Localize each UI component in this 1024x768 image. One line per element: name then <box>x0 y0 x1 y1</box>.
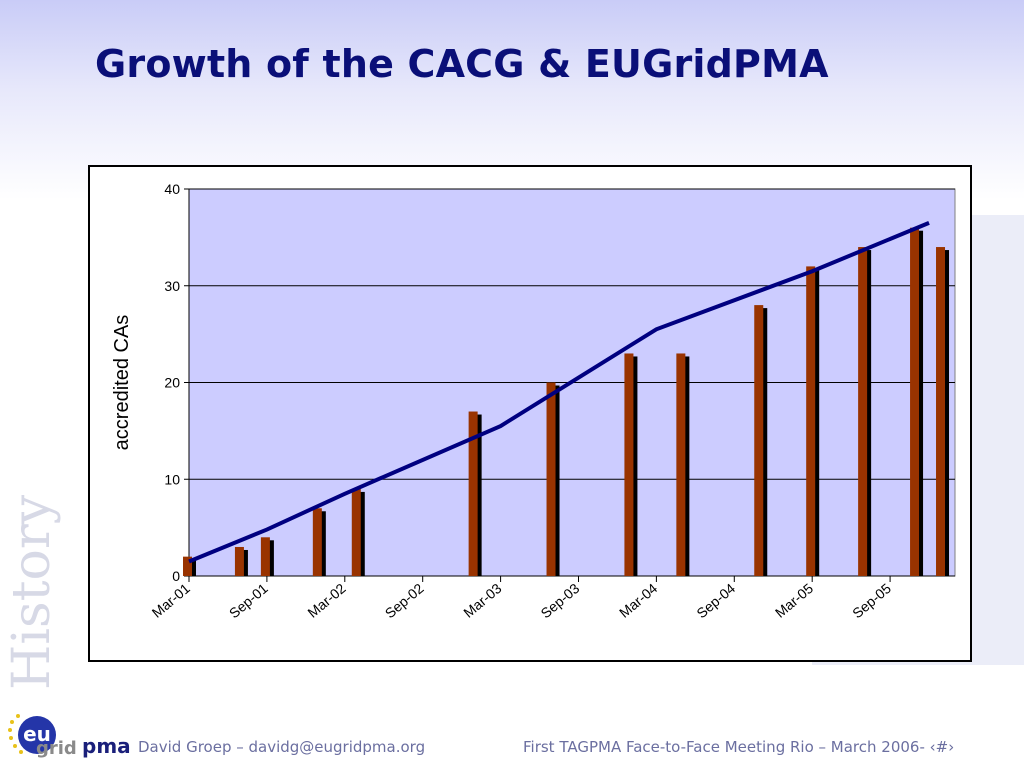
trend-line <box>188 221 930 564</box>
bar <box>806 266 816 576</box>
x-tick-label: Mar-03 <box>460 580 504 621</box>
bar <box>624 353 634 576</box>
bar <box>936 247 946 577</box>
y-tick-label: 40 <box>164 181 180 197</box>
bar <box>183 556 192 576</box>
bar <box>910 227 920 576</box>
x-tick-label: Sep-04 <box>693 580 738 621</box>
slide-title: Growth of the CACG & EUGridPMA <box>95 42 829 86</box>
x-tick-label: Mar-01 <box>149 580 193 621</box>
bar <box>351 488 361 576</box>
x-tick-label: Mar-02 <box>304 580 348 621</box>
bar <box>468 411 478 576</box>
y-axis-label: accredited CAs <box>111 315 133 451</box>
bar-chart: 0 10 20 30 40 Mar-01 Sep-01 Mar-02 Sep-02 Mar-03 S… <box>111 181 956 621</box>
logo-pma: pma <box>82 734 131 758</box>
bar <box>234 546 244 576</box>
x-tick-label: Mar-05 <box>772 580 816 621</box>
bar <box>546 382 556 576</box>
logo-stars-icon <box>8 714 23 754</box>
logo-eu: eu <box>18 716 56 754</box>
x-tick-label: Sep-05 <box>849 580 894 621</box>
x-tick-label: Sep-02 <box>382 580 427 621</box>
bar <box>676 353 686 576</box>
logo-grid: grid <box>36 738 77 759</box>
x-tick-label: Sep-03 <box>538 580 583 621</box>
bar <box>260 537 270 576</box>
y-tick-label: 10 <box>164 471 180 487</box>
x-tick-label: Sep-01 <box>226 580 271 621</box>
footer-author: David Groep – davidg@eugridpma.org <box>138 738 426 756</box>
bar <box>312 508 322 576</box>
bar <box>858 247 868 577</box>
bar <box>754 305 764 576</box>
side-history-label: History <box>2 494 62 690</box>
y-tick-label: 20 <box>164 375 180 391</box>
chart-frame: 0 10 20 30 40 Mar-01 Sep-01 Mar-02 Sep-02 Mar-03 S… <box>88 165 972 662</box>
footer-event: First TAGPMA Face-to-Face Meeting Rio – … <box>523 738 955 756</box>
y-tick-label: 0 <box>172 568 180 584</box>
y-tick-label: 30 <box>164 278 180 294</box>
eugridpma-logo: eu grid pma <box>8 710 131 762</box>
x-tick-label: Mar-04 <box>616 580 660 621</box>
